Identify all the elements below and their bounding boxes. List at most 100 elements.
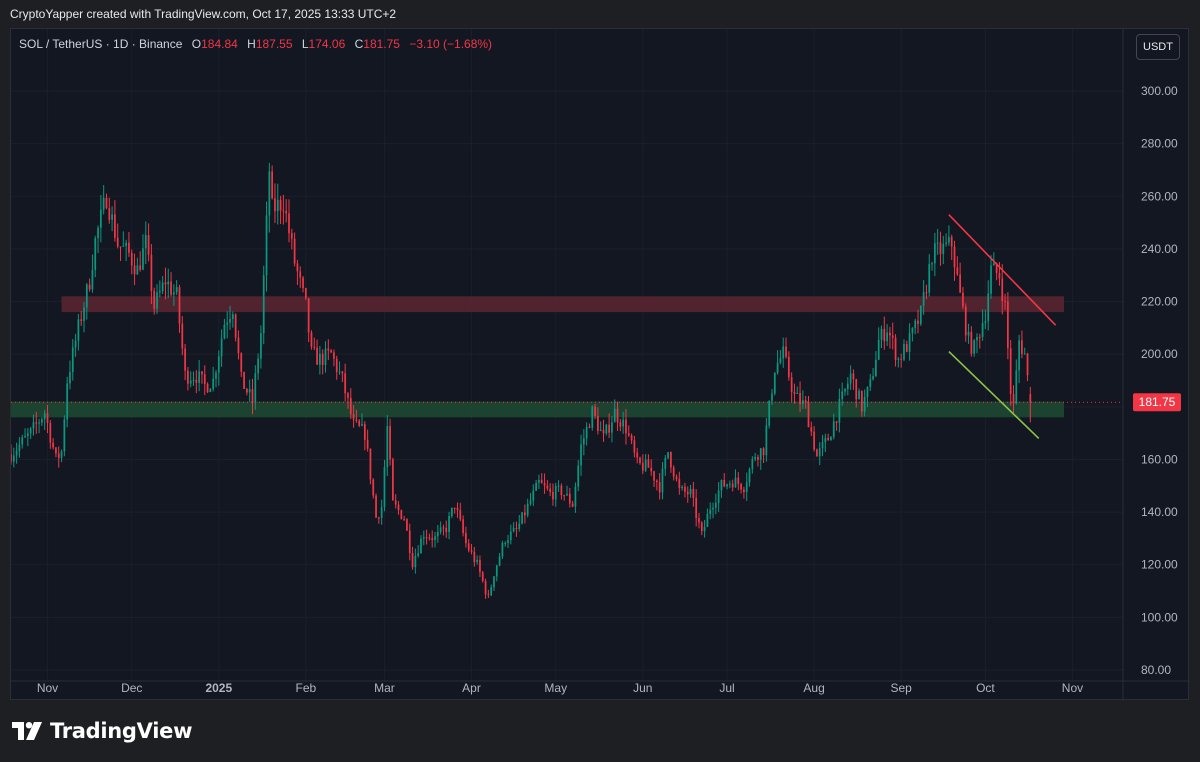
candle-body bbox=[254, 373, 257, 403]
candle-body bbox=[1006, 301, 1009, 349]
candle bbox=[650, 459, 653, 476]
candle bbox=[655, 479, 658, 491]
candle-body bbox=[490, 587, 493, 596]
candle bbox=[566, 485, 568, 497]
y-tick-label: 200.00 bbox=[1141, 347, 1178, 361]
candle bbox=[63, 415, 66, 457]
candle-body bbox=[650, 467, 653, 472]
candle-body bbox=[557, 485, 560, 487]
candle-body bbox=[560, 485, 563, 496]
candle bbox=[158, 280, 161, 298]
candle bbox=[77, 313, 80, 351]
candle bbox=[577, 459, 580, 492]
symbol-label[interactable]: SOL / TetherUS · 1D · Binance bbox=[19, 37, 183, 51]
candle bbox=[349, 388, 352, 419]
candle bbox=[568, 488, 571, 508]
candle bbox=[189, 371, 192, 388]
candle-body bbox=[852, 373, 855, 380]
candle bbox=[883, 316, 886, 350]
candle bbox=[383, 459, 386, 512]
candle bbox=[1015, 359, 1018, 405]
candle bbox=[184, 343, 186, 381]
candle-body bbox=[397, 504, 400, 511]
candle bbox=[914, 318, 917, 335]
candle bbox=[521, 512, 523, 525]
candle bbox=[507, 534, 509, 548]
candle-body bbox=[352, 414, 355, 420]
candle-body bbox=[841, 391, 844, 400]
candle-body bbox=[810, 427, 813, 432]
candle bbox=[128, 232, 130, 257]
candle-body bbox=[692, 488, 695, 498]
candle bbox=[1001, 264, 1004, 315]
candle bbox=[585, 422, 588, 446]
candle-body bbox=[108, 207, 111, 220]
candle-body bbox=[605, 424, 608, 434]
candle-body bbox=[288, 213, 290, 234]
candle bbox=[85, 282, 88, 320]
candle-body bbox=[799, 392, 801, 405]
candle bbox=[532, 484, 535, 507]
candle-body bbox=[824, 437, 827, 443]
candle-body bbox=[967, 331, 970, 336]
candle bbox=[824, 433, 827, 453]
candle-body bbox=[187, 370, 189, 384]
candle-body bbox=[771, 393, 773, 401]
candle-body bbox=[74, 340, 77, 348]
candles bbox=[11, 162, 1032, 599]
currency-button[interactable]: USDT bbox=[1136, 34, 1180, 60]
candle bbox=[231, 311, 234, 328]
candle bbox=[361, 413, 363, 427]
candle bbox=[515, 521, 518, 537]
candle-body bbox=[43, 413, 46, 420]
candle-body bbox=[1015, 370, 1018, 404]
candle bbox=[714, 493, 717, 515]
x-tick-label: Mar bbox=[374, 681, 395, 695]
candle-body bbox=[681, 486, 684, 489]
candle-body bbox=[420, 538, 422, 554]
candle-body bbox=[903, 343, 905, 360]
candle-body bbox=[307, 298, 310, 333]
candle bbox=[869, 373, 872, 392]
high-value: 187.55 bbox=[255, 37, 293, 51]
candle bbox=[563, 494, 566, 501]
candle-body bbox=[128, 242, 130, 253]
open-key: O bbox=[191, 37, 202, 51]
candle-body bbox=[178, 287, 181, 324]
candle-body bbox=[495, 565, 498, 577]
candle bbox=[12, 447, 15, 468]
candle bbox=[369, 448, 372, 485]
candle bbox=[274, 183, 276, 224]
candle bbox=[257, 353, 259, 380]
candle-body bbox=[866, 386, 869, 397]
candle-body bbox=[619, 422, 622, 427]
candle bbox=[942, 235, 945, 265]
y-tick-label: 160.00 bbox=[1141, 452, 1178, 466]
candle-body bbox=[889, 332, 891, 336]
candlestick-chart[interactable]: 80.00100.00120.00140.00160.00180.00200.0… bbox=[11, 29, 1190, 701]
chart-frame[interactable]: 80.00100.00120.00140.00160.00180.00200.0… bbox=[10, 28, 1190, 701]
candle-body bbox=[785, 346, 787, 357]
candle bbox=[181, 316, 184, 356]
candle-body bbox=[714, 502, 717, 508]
candle-body bbox=[453, 507, 456, 509]
candle-body bbox=[776, 362, 779, 373]
candle-body bbox=[321, 353, 324, 365]
candle bbox=[223, 318, 226, 340]
candle bbox=[605, 423, 608, 436]
candle bbox=[431, 530, 434, 548]
candle bbox=[636, 447, 639, 464]
candle bbox=[363, 421, 366, 451]
candle-body bbox=[984, 321, 987, 324]
candle-body bbox=[872, 376, 874, 380]
candle bbox=[849, 365, 852, 390]
candle-body bbox=[38, 422, 40, 424]
candle bbox=[116, 223, 119, 249]
candle bbox=[428, 533, 431, 541]
candle bbox=[321, 349, 324, 375]
candle bbox=[150, 244, 153, 305]
candle-body bbox=[116, 237, 119, 247]
candle bbox=[712, 502, 714, 519]
candle-body bbox=[77, 319, 80, 341]
candle-body bbox=[170, 281, 172, 295]
